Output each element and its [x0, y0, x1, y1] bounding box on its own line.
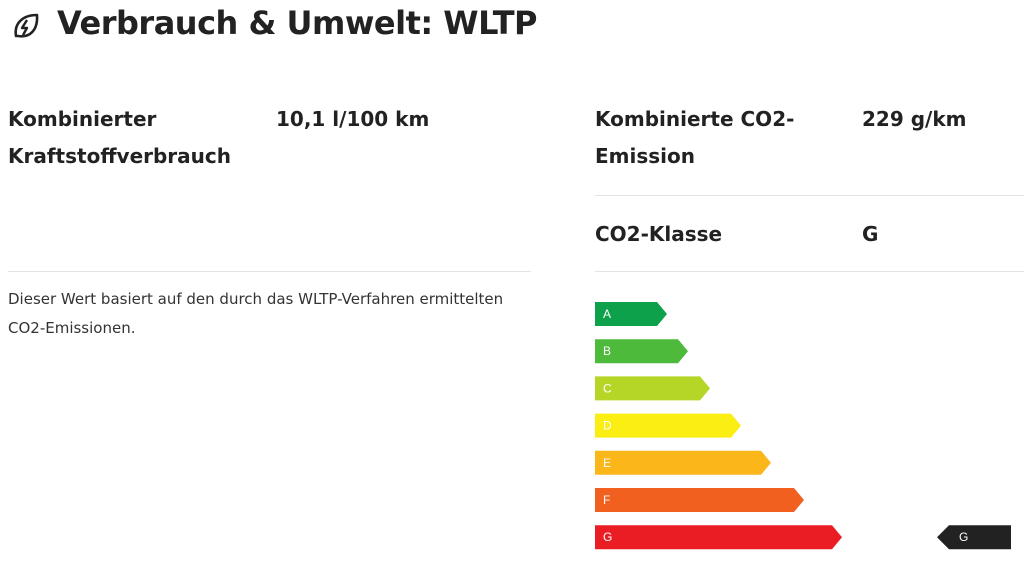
class-bar [595, 488, 804, 512]
row-value: 10,1 l/100 km [276, 107, 430, 131]
row-label: Kombinierte CO2-Emission [595, 107, 795, 168]
class-letter: D [603, 419, 612, 433]
divider [595, 195, 1024, 196]
row-value: 229 g/km [862, 107, 967, 131]
class-letter: C [603, 381, 612, 395]
class-bar [595, 525, 842, 550]
class-bar [595, 376, 710, 401]
class-letter: E [603, 456, 611, 470]
indicator-letter: G [959, 530, 968, 544]
class-bar [595, 339, 688, 364]
class-letter: A [603, 307, 611, 321]
row-value: G [862, 222, 879, 246]
note: Dieser Wert basiert auf den durch das WL… [8, 290, 504, 337]
class-bar [595, 450, 771, 475]
class-bar [595, 302, 667, 326]
class-letter: F [603, 493, 610, 507]
page-title: Verbrauch & Umwelt: WLTP [57, 4, 537, 42]
row-label: Kombinierter Kraftstoffverbrauch [8, 107, 231, 168]
class-letter: G [603, 530, 612, 544]
divider [595, 271, 1024, 272]
leaf-icon [14, 13, 39, 38]
class-letter: B [603, 344, 611, 358]
class-indicator [937, 525, 1011, 550]
row-label: CO2-Klasse [595, 222, 723, 246]
divider [8, 271, 531, 272]
class-bar [595, 413, 741, 438]
